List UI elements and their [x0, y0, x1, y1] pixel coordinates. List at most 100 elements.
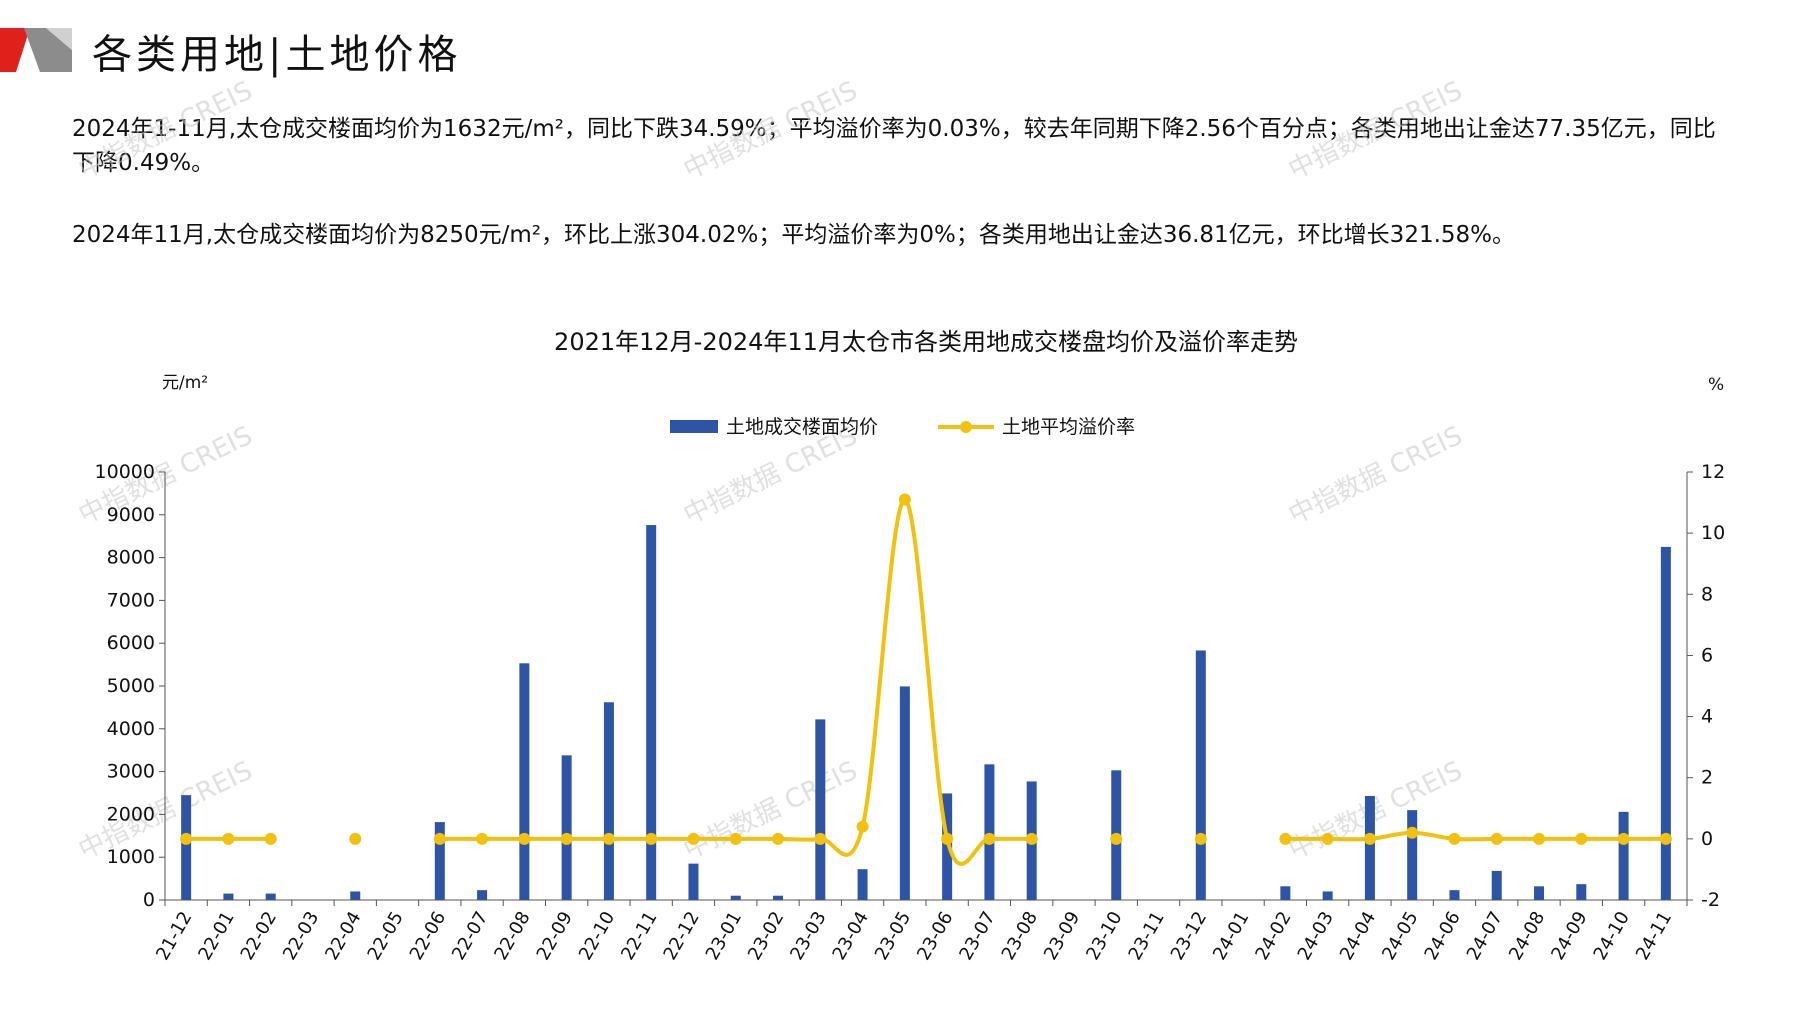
x-axis-tick-label: 23-03	[786, 908, 830, 964]
price-bar	[1280, 886, 1291, 900]
x-axis-tick-label: 23-05	[871, 908, 915, 964]
left-axis-tick-label: 7000	[107, 589, 155, 611]
x-axis-tick-label: 22-09	[533, 908, 577, 964]
premium-rate-point	[264, 832, 277, 845]
x-axis-tick-label: 23-08	[998, 908, 1042, 964]
right-axis-tick-label: -2	[1701, 889, 1720, 911]
premium-rate-point	[1321, 832, 1334, 845]
premium-rate-point	[1490, 832, 1503, 845]
price-bar	[984, 764, 995, 900]
premium-rate-point	[941, 832, 954, 845]
x-axis-tick-label: 24-04	[1336, 908, 1380, 964]
x-axis-tick-label: 22-12	[659, 908, 703, 964]
premium-rate-point	[1279, 832, 1292, 845]
x-axis-tick-label: 23-06	[913, 908, 957, 964]
x-axis-tick-label: 23-11	[1125, 908, 1169, 964]
x-axis-tick-label: 24-08	[1505, 908, 1549, 964]
x-axis-tick-label: 23-04	[829, 908, 873, 964]
premium-rate-point	[222, 832, 235, 845]
price-bar	[1449, 890, 1460, 900]
left-axis-tick-label: 10000	[95, 461, 155, 483]
premium-rate-point	[602, 832, 615, 845]
price-bar	[561, 755, 572, 900]
premium-rate-point	[729, 832, 742, 845]
summary-paragraph-ytd: 2024年1-11月,太仓成交楼面均价为1632元/m²，同比下跌34.59%；…	[72, 116, 1716, 176]
premium-rate-point	[856, 820, 869, 833]
price-bar	[1364, 795, 1375, 900]
price-bar	[1660, 546, 1671, 900]
x-axis-tick-label: 24-10	[1590, 908, 1634, 964]
legend-line-label: 土地平均溢价率	[1002, 416, 1135, 438]
left-axis-tick-label: 9000	[107, 504, 155, 526]
price-bar	[434, 822, 445, 900]
summary-paragraph-month: 2024年11月,太仓成交楼面均价为8250元/m²，环比上涨304.02%；平…	[72, 222, 1516, 248]
x-axis-tick-label: 24-11	[1632, 908, 1676, 964]
price-bar	[815, 719, 826, 900]
left-axis-tick-label: 5000	[107, 675, 155, 697]
price-bar	[519, 663, 530, 900]
premium-rate-point	[772, 832, 785, 845]
x-axis-tick-label: 23-01	[702, 908, 746, 964]
price-bar	[688, 863, 699, 900]
left-axis-tick-label: 4000	[107, 718, 155, 740]
price-bar	[181, 795, 192, 900]
left-axis-tick-label: 6000	[107, 632, 155, 654]
price-bar	[1576, 884, 1587, 900]
premium-rate-point	[898, 493, 911, 506]
logo-red-shape	[0, 28, 30, 72]
x-axis-tick-label: 23-10	[1082, 908, 1126, 964]
right-axis-tick-label: 12	[1701, 461, 1725, 483]
x-axis-tick-label: 22-01	[194, 908, 238, 964]
premium-rate-point	[1617, 832, 1630, 845]
right-axis-tick-label: 2	[1701, 767, 1713, 789]
x-axis-tick-label: 22-07	[448, 908, 492, 964]
x-axis-tick-label: 23-07	[955, 908, 999, 964]
x-axis-tick-label: 23-09	[1040, 908, 1084, 964]
price-bar	[646, 525, 657, 900]
x-axis-tick-label: 22-06	[406, 908, 450, 964]
x-axis-tick-label: 24-07	[1463, 908, 1507, 964]
right-axis-tick-label: 4	[1701, 706, 1713, 728]
price-bar	[942, 793, 953, 900]
x-axis-tick-label: 23-02	[744, 908, 788, 964]
right-axis-unit-label: %	[1708, 375, 1724, 395]
x-axis-tick-label: 22-10	[575, 908, 619, 964]
left-axis-tick-label: 1000	[107, 846, 155, 868]
page-title: 各类用地|土地价格	[92, 32, 462, 78]
premium-rate-point	[180, 832, 193, 845]
price-bar	[857, 869, 868, 900]
price-bar	[350, 891, 361, 900]
x-axis-tick-label: 21-12	[152, 908, 196, 964]
left-axis-unit-label: 元/m²	[162, 373, 208, 393]
x-axis-tick-label: 24-05	[1378, 908, 1422, 964]
premium-rate-point	[349, 832, 362, 845]
premium-rate-point	[1533, 832, 1546, 845]
x-axis-tick-label: 24-03	[1294, 908, 1338, 964]
x-axis-tick-label: 23-12	[1167, 908, 1211, 964]
left-axis-tick-label: 0	[143, 889, 155, 911]
right-axis-tick-label: 0	[1701, 828, 1713, 850]
x-axis-tick-label: 22-08	[490, 908, 534, 964]
x-axis-tick-label: 24-02	[1251, 908, 1295, 964]
right-axis-tick-label: 8	[1701, 583, 1713, 605]
price-bar	[1491, 870, 1502, 900]
price-bar	[477, 890, 488, 900]
premium-rate-point	[1025, 832, 1038, 845]
legend-bar-swatch	[670, 420, 718, 433]
premium-rate-point	[433, 832, 446, 845]
right-axis-tick-label: 10	[1701, 522, 1725, 544]
premium-rate-point	[814, 832, 827, 845]
premium-rate-point	[560, 832, 573, 845]
left-axis-tick-label: 3000	[107, 761, 155, 783]
price-bar	[730, 895, 741, 900]
price-bar	[899, 686, 910, 900]
premium-rate-point	[1110, 832, 1123, 845]
price-bar	[265, 893, 276, 900]
right-axis-tick-label: 6	[1701, 644, 1713, 666]
premium-rate-point	[1363, 832, 1376, 845]
premium-rate-point	[1575, 832, 1588, 845]
premium-rate-point	[1194, 832, 1207, 845]
price-bar	[1322, 891, 1333, 900]
x-axis-tick-label: 22-04	[321, 908, 365, 964]
logo-gray-shape	[24, 28, 72, 72]
